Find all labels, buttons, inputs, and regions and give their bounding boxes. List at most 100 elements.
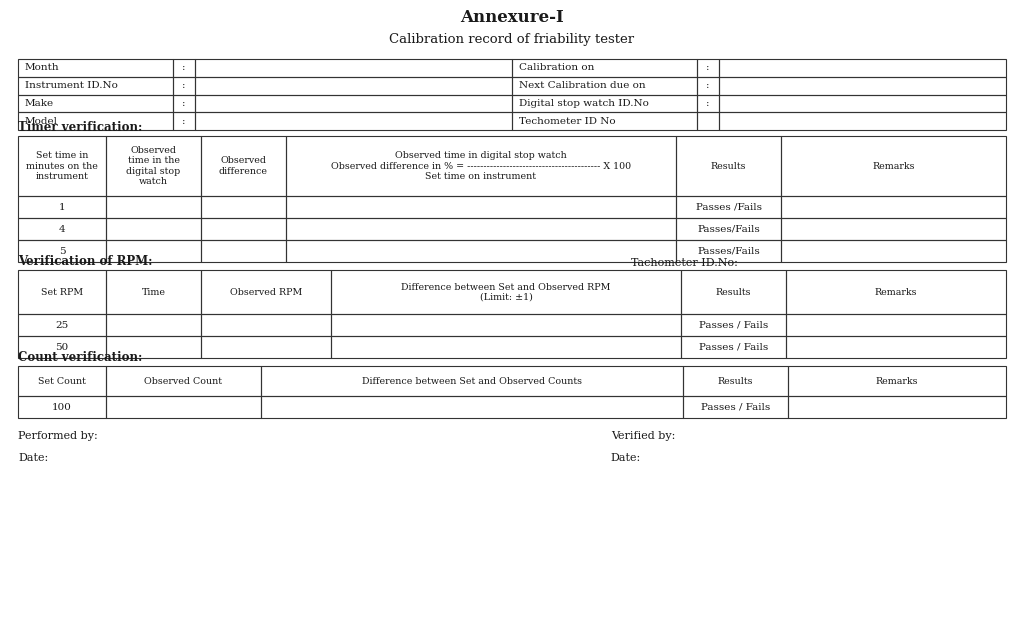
Bar bbox=[286, 136, 676, 196]
Bar bbox=[106, 270, 201, 314]
Text: Next Calibration due on: Next Calibration due on bbox=[519, 82, 645, 90]
Text: Verified by:: Verified by: bbox=[610, 431, 675, 441]
Bar bbox=[681, 314, 786, 336]
Text: :: : bbox=[182, 63, 185, 72]
Bar bbox=[781, 240, 1006, 262]
Bar bbox=[697, 59, 719, 76]
Text: Techometer ID No: Techometer ID No bbox=[519, 117, 615, 126]
Bar bbox=[676, 218, 781, 240]
Text: Observed RPM: Observed RPM bbox=[229, 288, 302, 297]
Bar bbox=[195, 95, 512, 112]
Text: Remarks: Remarks bbox=[876, 377, 919, 386]
Bar bbox=[331, 270, 681, 314]
Text: :: : bbox=[707, 63, 710, 72]
Text: Results: Results bbox=[718, 377, 754, 386]
Bar bbox=[201, 136, 286, 196]
Bar bbox=[512, 112, 697, 130]
Bar bbox=[201, 336, 331, 358]
Text: Verification of RPM:: Verification of RPM: bbox=[18, 255, 153, 268]
Bar bbox=[106, 314, 201, 336]
Bar bbox=[106, 366, 261, 396]
Text: Passes/Fails: Passes/Fails bbox=[697, 224, 760, 234]
Bar bbox=[18, 240, 106, 262]
Text: 1: 1 bbox=[58, 203, 66, 212]
Bar bbox=[201, 240, 286, 262]
Bar bbox=[173, 95, 195, 112]
Text: Remarks: Remarks bbox=[872, 162, 914, 171]
Bar bbox=[683, 396, 788, 418]
Text: Passes /Fails: Passes /Fails bbox=[695, 203, 762, 212]
Bar bbox=[261, 366, 683, 396]
Bar bbox=[18, 136, 106, 196]
Bar bbox=[18, 95, 173, 112]
Text: Instrument ID.No: Instrument ID.No bbox=[25, 82, 118, 90]
Bar bbox=[18, 59, 173, 76]
Bar bbox=[18, 366, 106, 396]
Bar bbox=[18, 336, 106, 358]
Bar bbox=[261, 396, 683, 418]
Bar bbox=[681, 336, 786, 358]
Text: :: : bbox=[707, 99, 710, 108]
Bar bbox=[18, 314, 106, 336]
Text: Passes/Fails: Passes/Fails bbox=[697, 246, 760, 256]
Bar bbox=[106, 196, 201, 218]
Text: 5: 5 bbox=[58, 246, 66, 256]
Bar bbox=[676, 196, 781, 218]
Text: Passes / Fails: Passes / Fails bbox=[698, 343, 768, 352]
Bar bbox=[195, 76, 512, 95]
Bar bbox=[201, 196, 286, 218]
Bar bbox=[18, 112, 173, 130]
Bar bbox=[18, 196, 106, 218]
Text: :: : bbox=[182, 99, 185, 108]
Text: Passes / Fails: Passes / Fails bbox=[700, 403, 770, 412]
Bar bbox=[286, 218, 676, 240]
Bar bbox=[719, 95, 1006, 112]
Text: Observed time in digital stop watch
Observed difference in % = -----------------: Observed time in digital stop watch Obse… bbox=[331, 151, 631, 181]
Text: Passes / Fails: Passes / Fails bbox=[698, 320, 768, 330]
Text: 4: 4 bbox=[58, 224, 66, 234]
Text: Month: Month bbox=[25, 63, 59, 72]
Bar bbox=[331, 314, 681, 336]
Text: Set RPM: Set RPM bbox=[41, 288, 83, 297]
Text: Count verification:: Count verification: bbox=[18, 351, 142, 364]
Bar bbox=[512, 76, 697, 95]
Bar bbox=[512, 59, 697, 76]
Text: Date:: Date: bbox=[610, 453, 641, 463]
Text: 100: 100 bbox=[52, 403, 72, 412]
Bar bbox=[512, 95, 697, 112]
Bar bbox=[697, 112, 719, 130]
Bar bbox=[786, 336, 1006, 358]
Bar bbox=[201, 314, 331, 336]
Text: 25: 25 bbox=[55, 320, 69, 330]
Bar bbox=[331, 336, 681, 358]
Bar bbox=[788, 366, 1006, 396]
Bar bbox=[195, 112, 512, 130]
Text: Observed
difference: Observed difference bbox=[219, 157, 268, 176]
Text: :: : bbox=[182, 117, 185, 126]
Bar bbox=[788, 396, 1006, 418]
Bar bbox=[18, 76, 173, 95]
Bar bbox=[697, 76, 719, 95]
Text: Time: Time bbox=[141, 288, 166, 297]
Text: 50: 50 bbox=[55, 343, 69, 352]
Bar bbox=[18, 270, 106, 314]
Text: :: : bbox=[707, 82, 710, 90]
Bar bbox=[781, 196, 1006, 218]
Bar bbox=[719, 112, 1006, 130]
Bar bbox=[676, 136, 781, 196]
Bar bbox=[173, 59, 195, 76]
Bar bbox=[286, 196, 676, 218]
Bar bbox=[697, 95, 719, 112]
Bar bbox=[683, 366, 788, 396]
Text: Results: Results bbox=[711, 162, 746, 171]
Bar bbox=[106, 218, 201, 240]
Bar bbox=[681, 270, 786, 314]
Text: Set Count: Set Count bbox=[38, 377, 86, 386]
Text: Difference between Set and Observed RPM
(Limit: ±1): Difference between Set and Observed RPM … bbox=[401, 283, 610, 302]
Bar bbox=[106, 136, 201, 196]
Bar bbox=[676, 240, 781, 262]
Bar bbox=[195, 59, 512, 76]
Bar bbox=[786, 314, 1006, 336]
Text: :: : bbox=[182, 82, 185, 90]
Text: Set time in
minutes on the
instrument: Set time in minutes on the instrument bbox=[26, 151, 98, 181]
